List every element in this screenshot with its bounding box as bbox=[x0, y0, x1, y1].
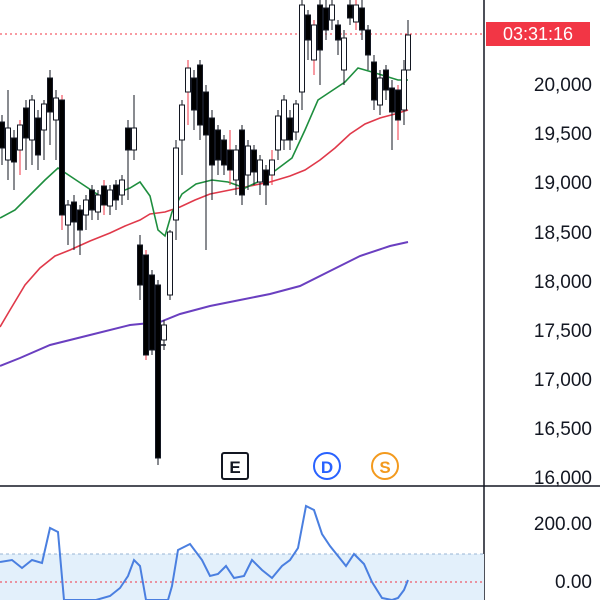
candle-body bbox=[47, 77, 53, 113]
candle-body bbox=[371, 61, 377, 101]
candle-body bbox=[209, 117, 215, 166]
candle-body bbox=[305, 14, 311, 41]
candle-body bbox=[239, 129, 245, 196]
candle-body bbox=[203, 91, 209, 136]
candle-body bbox=[311, 24, 317, 61]
candle-body bbox=[197, 64, 203, 126]
price-axis-label-18000: 18,000 bbox=[533, 272, 592, 293]
candle-body bbox=[113, 184, 119, 201]
oscillator-line bbox=[0, 504, 409, 600]
candle-body bbox=[41, 103, 47, 131]
candle-body bbox=[0, 121, 5, 149]
candle-body bbox=[269, 159, 275, 176]
candle-body bbox=[179, 104, 185, 141]
price-axis-label-18500: 18,500 bbox=[533, 223, 592, 244]
candle-body bbox=[155, 284, 161, 459]
candle-body bbox=[29, 99, 35, 141]
candle-body bbox=[161, 324, 167, 341]
price-axis-label-16000: 16,000 bbox=[533, 468, 592, 489]
candle-body bbox=[221, 139, 227, 166]
candle-body bbox=[377, 77, 383, 106]
candle-body bbox=[293, 103, 299, 133]
candle-body bbox=[359, 7, 365, 31]
candle-body bbox=[341, 37, 347, 71]
candle-body bbox=[215, 129, 221, 161]
candle-body bbox=[125, 127, 131, 151]
candle-body bbox=[401, 69, 407, 111]
candle-body bbox=[335, 24, 341, 41]
candle-body bbox=[287, 117, 293, 141]
candle-body bbox=[251, 149, 257, 173]
candle-body bbox=[149, 274, 155, 351]
candle-body bbox=[263, 169, 269, 186]
candle-body bbox=[101, 185, 107, 206]
candle-body bbox=[35, 117, 41, 156]
oscillator-axis-label-200: 200.00 bbox=[533, 514, 592, 535]
candle-body bbox=[281, 99, 287, 141]
candle-body bbox=[77, 209, 83, 231]
countdown-badge: 03:31:16 bbox=[486, 22, 590, 46]
price-axis-label-16500: 16,500 bbox=[533, 419, 592, 440]
candle-body bbox=[11, 137, 17, 163]
ma-short-line bbox=[0, 67, 408, 238]
candle-body bbox=[191, 77, 197, 111]
candle-body bbox=[323, 7, 329, 31]
split-event-icon[interactable]: S bbox=[371, 452, 399, 480]
candle-body bbox=[347, 4, 353, 19]
candle-body bbox=[245, 145, 251, 176]
candle-series[interactable] bbox=[0, 0, 411, 465]
candle-body bbox=[53, 97, 59, 121]
candle-body bbox=[329, 4, 335, 21]
candle-body bbox=[59, 99, 65, 216]
price-axis-label-17500: 17,500 bbox=[533, 321, 592, 342]
candle-body bbox=[131, 127, 137, 151]
candle-body bbox=[317, 4, 323, 51]
ma-medium-line bbox=[0, 109, 409, 328]
candle-body bbox=[173, 147, 179, 221]
candle-body bbox=[353, 4, 359, 23]
price-axis-label-19000: 19,000 bbox=[533, 173, 592, 194]
earnings-event-icon[interactable]: E bbox=[221, 452, 249, 480]
candle-body bbox=[23, 107, 29, 139]
candle-body bbox=[119, 179, 125, 196]
candle-body bbox=[65, 204, 71, 226]
candle-body bbox=[83, 199, 89, 216]
candle-body bbox=[405, 34, 411, 71]
candle-body bbox=[275, 115, 281, 151]
candle-body bbox=[143, 254, 149, 356]
candle-body bbox=[95, 194, 101, 213]
oscillator-axis-label-0: 0.00 bbox=[555, 572, 592, 593]
candle-body bbox=[365, 29, 371, 56]
price-axis-label-20000: 20,000 bbox=[533, 75, 592, 96]
candle-body bbox=[227, 149, 233, 171]
candle-body bbox=[71, 201, 77, 223]
candle-body bbox=[299, 4, 305, 93]
ma-long-line bbox=[0, 241, 409, 367]
candle-body bbox=[5, 127, 11, 161]
candle-body bbox=[17, 124, 23, 151]
candle-body bbox=[233, 149, 239, 181]
candle-body bbox=[137, 244, 143, 286]
price-axis-label-17000: 17,000 bbox=[533, 370, 592, 391]
candle-body bbox=[107, 189, 113, 207]
candle-body bbox=[395, 89, 401, 121]
candle-body bbox=[89, 189, 95, 211]
candle-body bbox=[167, 231, 173, 296]
candle-body bbox=[185, 67, 191, 93]
candle-body bbox=[389, 87, 395, 113]
price-axis-label-19500: 19,500 bbox=[533, 124, 592, 145]
candle-body bbox=[383, 69, 389, 91]
candle-body bbox=[257, 159, 263, 183]
dividend-event-icon[interactable]: D bbox=[313, 452, 341, 480]
